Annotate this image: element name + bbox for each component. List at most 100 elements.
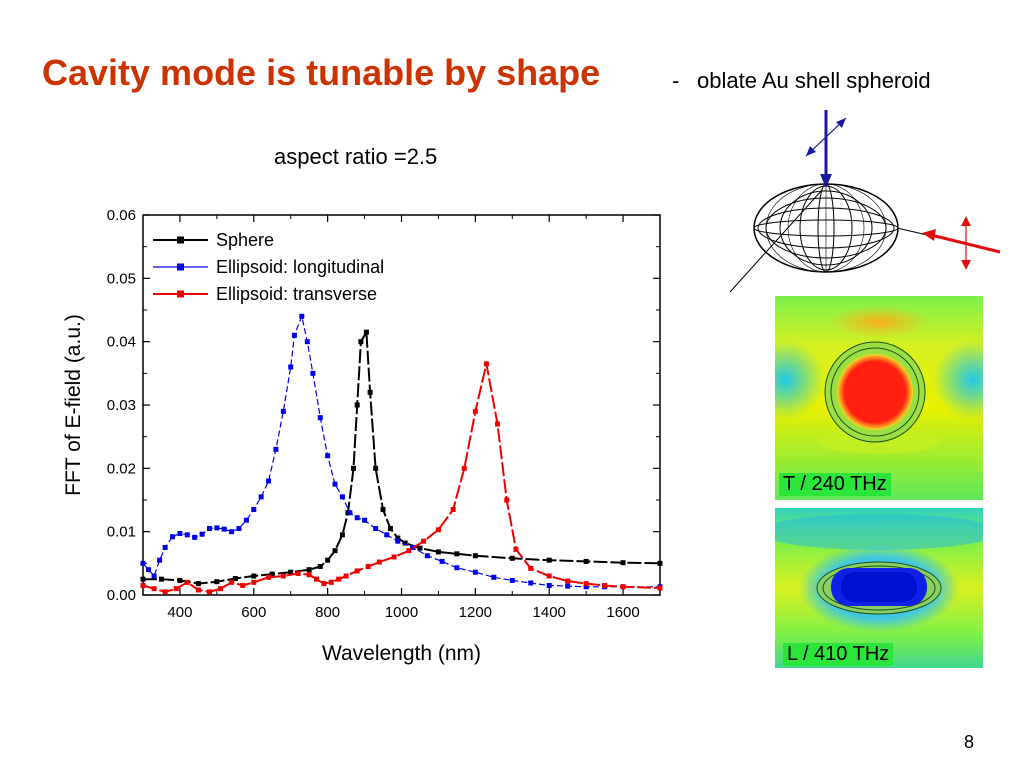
x-tick-label: 1000 <box>385 604 418 621</box>
x-tick-label: 400 <box>167 604 192 621</box>
data-point <box>229 529 235 535</box>
slide-title: Cavity mode is tunable by shape <box>42 52 601 93</box>
data-point <box>602 583 608 588</box>
data-point <box>367 389 373 395</box>
data-point <box>195 587 201 593</box>
data-point <box>583 584 589 590</box>
series-line <box>142 363 661 593</box>
data-point <box>373 526 379 531</box>
data-point <box>173 586 179 592</box>
data-point <box>395 535 401 541</box>
data-point <box>299 313 305 319</box>
data-point <box>280 573 286 579</box>
data-point <box>417 545 423 551</box>
data-point <box>387 526 393 531</box>
slide-subtitle: oblate Au shell spheroid <box>697 68 931 93</box>
page-number: 8 <box>964 732 975 752</box>
data-point <box>199 531 205 537</box>
data-point <box>151 586 157 592</box>
data-point <box>232 576 238 582</box>
field-map-transverse: T / 240 THz <box>775 296 983 500</box>
data-point <box>528 580 534 586</box>
data-point <box>583 581 589 587</box>
data-point <box>565 583 571 589</box>
panel-t-label: T / 240 THz <box>779 473 891 496</box>
data-point <box>376 559 382 565</box>
data-point <box>620 560 626 566</box>
data-point <box>325 453 331 459</box>
data-point <box>240 583 246 588</box>
data-point <box>483 361 489 367</box>
spheroid-illustration-icon <box>729 110 1001 293</box>
data-point <box>339 494 345 500</box>
y-axis-label: FFT of E-field (a.u.) <box>62 314 85 496</box>
data-point <box>362 517 368 523</box>
data-point <box>158 576 164 582</box>
x-tick-label: 1200 <box>459 604 492 621</box>
data-point <box>273 446 279 452</box>
data-point <box>339 532 345 538</box>
y-tick-label: 0.06 <box>107 207 136 224</box>
data-point <box>620 584 626 590</box>
data-point <box>380 507 386 512</box>
legend-marker <box>177 236 184 244</box>
data-point <box>365 564 371 569</box>
y-tick-label: 0.02 <box>107 460 136 477</box>
data-point <box>192 534 198 540</box>
x-tick-label: 1600 <box>606 604 639 621</box>
y-tick-label: 0.05 <box>107 270 136 287</box>
data-point <box>310 370 316 376</box>
data-point <box>140 560 146 566</box>
longitudinal-arrow-icon <box>805 110 847 188</box>
data-point <box>214 579 220 585</box>
data-point <box>461 465 467 471</box>
data-point <box>206 589 212 595</box>
data-point <box>321 581 327 587</box>
data-point <box>332 548 338 554</box>
data-point <box>206 526 212 531</box>
title-separator: - <box>672 68 680 93</box>
data-point <box>162 545 168 550</box>
series-2 <box>140 361 663 595</box>
data-point <box>328 579 334 585</box>
data-point <box>236 526 242 531</box>
data-point <box>509 577 515 583</box>
data-point <box>269 571 275 577</box>
data-point <box>350 465 356 471</box>
data-point <box>291 332 297 338</box>
data-point <box>546 557 552 563</box>
data-point <box>454 551 460 557</box>
data-point <box>565 578 571 584</box>
series-line <box>142 314 660 588</box>
x-tick-label: 1400 <box>533 604 566 621</box>
y-tick-label: 0.03 <box>107 397 136 414</box>
series-line <box>143 328 661 585</box>
data-point <box>314 576 320 582</box>
data-point <box>306 572 312 578</box>
data-point <box>184 532 190 538</box>
data-point <box>528 565 534 571</box>
data-point <box>288 569 294 575</box>
data-point <box>295 570 301 576</box>
data-point <box>363 329 369 335</box>
data-point <box>170 534 176 540</box>
data-point <box>140 576 146 582</box>
data-point <box>435 549 441 555</box>
data-point <box>347 510 353 516</box>
data-point <box>546 583 552 588</box>
data-point <box>495 421 501 427</box>
data-point <box>354 568 360 574</box>
series-1 <box>140 313 663 590</box>
data-point <box>280 408 286 414</box>
data-point <box>325 557 331 563</box>
data-point <box>304 339 310 345</box>
data-point <box>509 555 515 561</box>
data-point <box>177 577 183 583</box>
data-point <box>184 579 190 585</box>
data-point <box>266 478 272 484</box>
data-point <box>657 560 663 566</box>
data-point <box>354 402 360 408</box>
data-point <box>266 574 272 580</box>
field-map-longitudinal: L / 410 THz <box>775 508 983 668</box>
data-point <box>504 497 510 503</box>
